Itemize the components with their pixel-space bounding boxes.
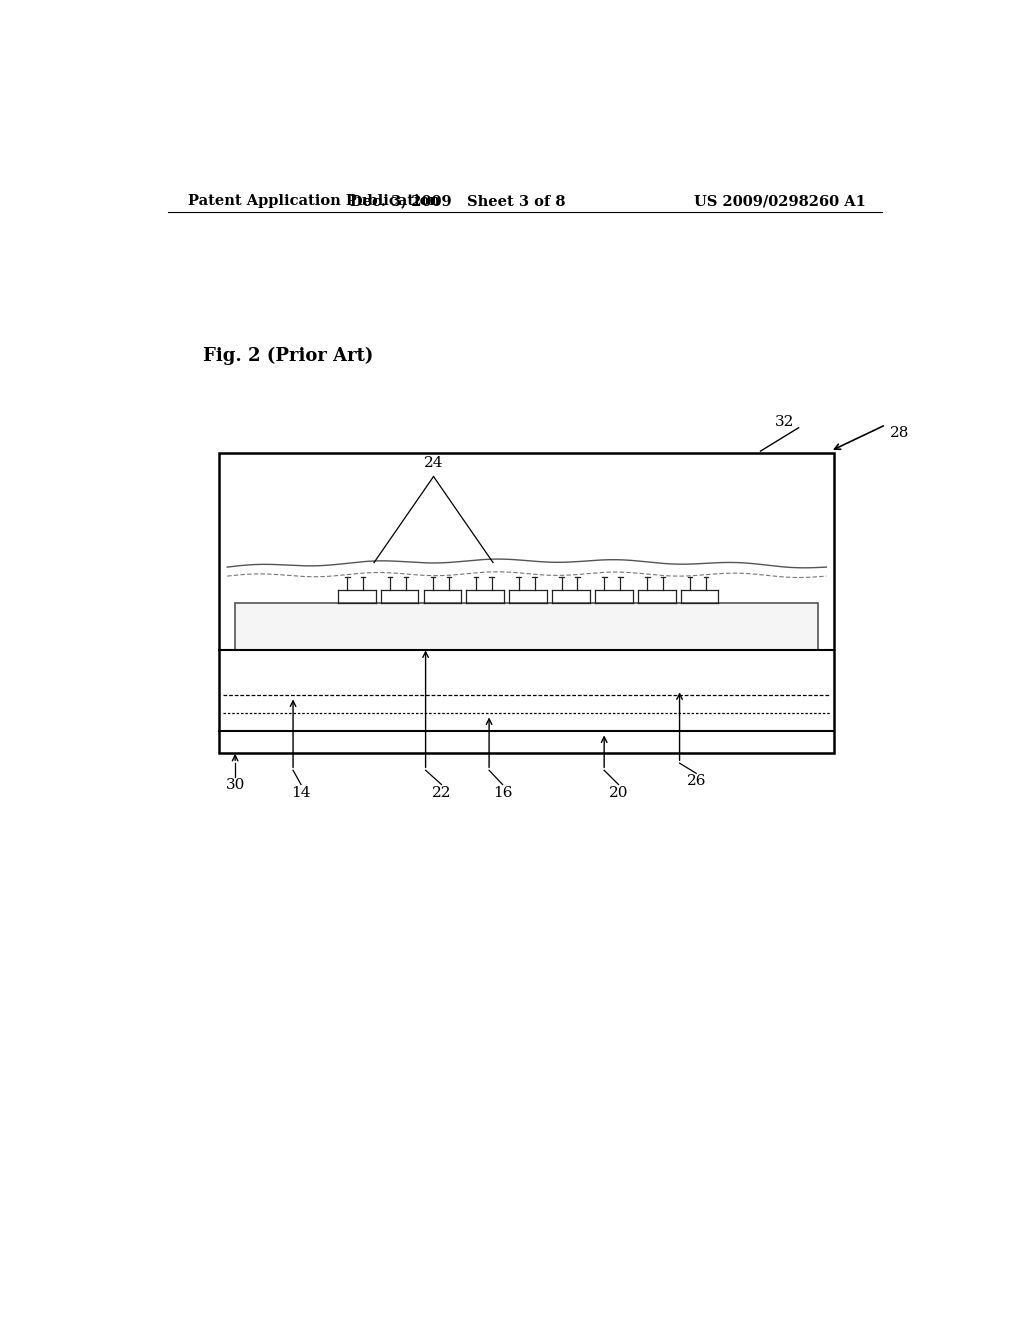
Bar xyxy=(236,603,818,649)
Text: US 2009/0298260 A1: US 2009/0298260 A1 xyxy=(694,194,866,209)
Text: 14: 14 xyxy=(291,785,310,800)
Text: 28: 28 xyxy=(890,426,909,440)
Text: 22: 22 xyxy=(432,785,452,800)
Text: 30: 30 xyxy=(225,779,245,792)
Text: Patent Application Publication: Patent Application Publication xyxy=(187,194,439,209)
Text: 24: 24 xyxy=(424,457,443,470)
Text: 26: 26 xyxy=(686,775,706,788)
Bar xyxy=(219,453,835,752)
Text: Fig. 2 (Prior Art): Fig. 2 (Prior Art) xyxy=(204,346,374,364)
Text: 20: 20 xyxy=(608,785,628,800)
Text: 32: 32 xyxy=(775,414,795,429)
Text: Dec. 3, 2009   Sheet 3 of 8: Dec. 3, 2009 Sheet 3 of 8 xyxy=(349,194,565,209)
Text: 16: 16 xyxy=(493,785,512,800)
